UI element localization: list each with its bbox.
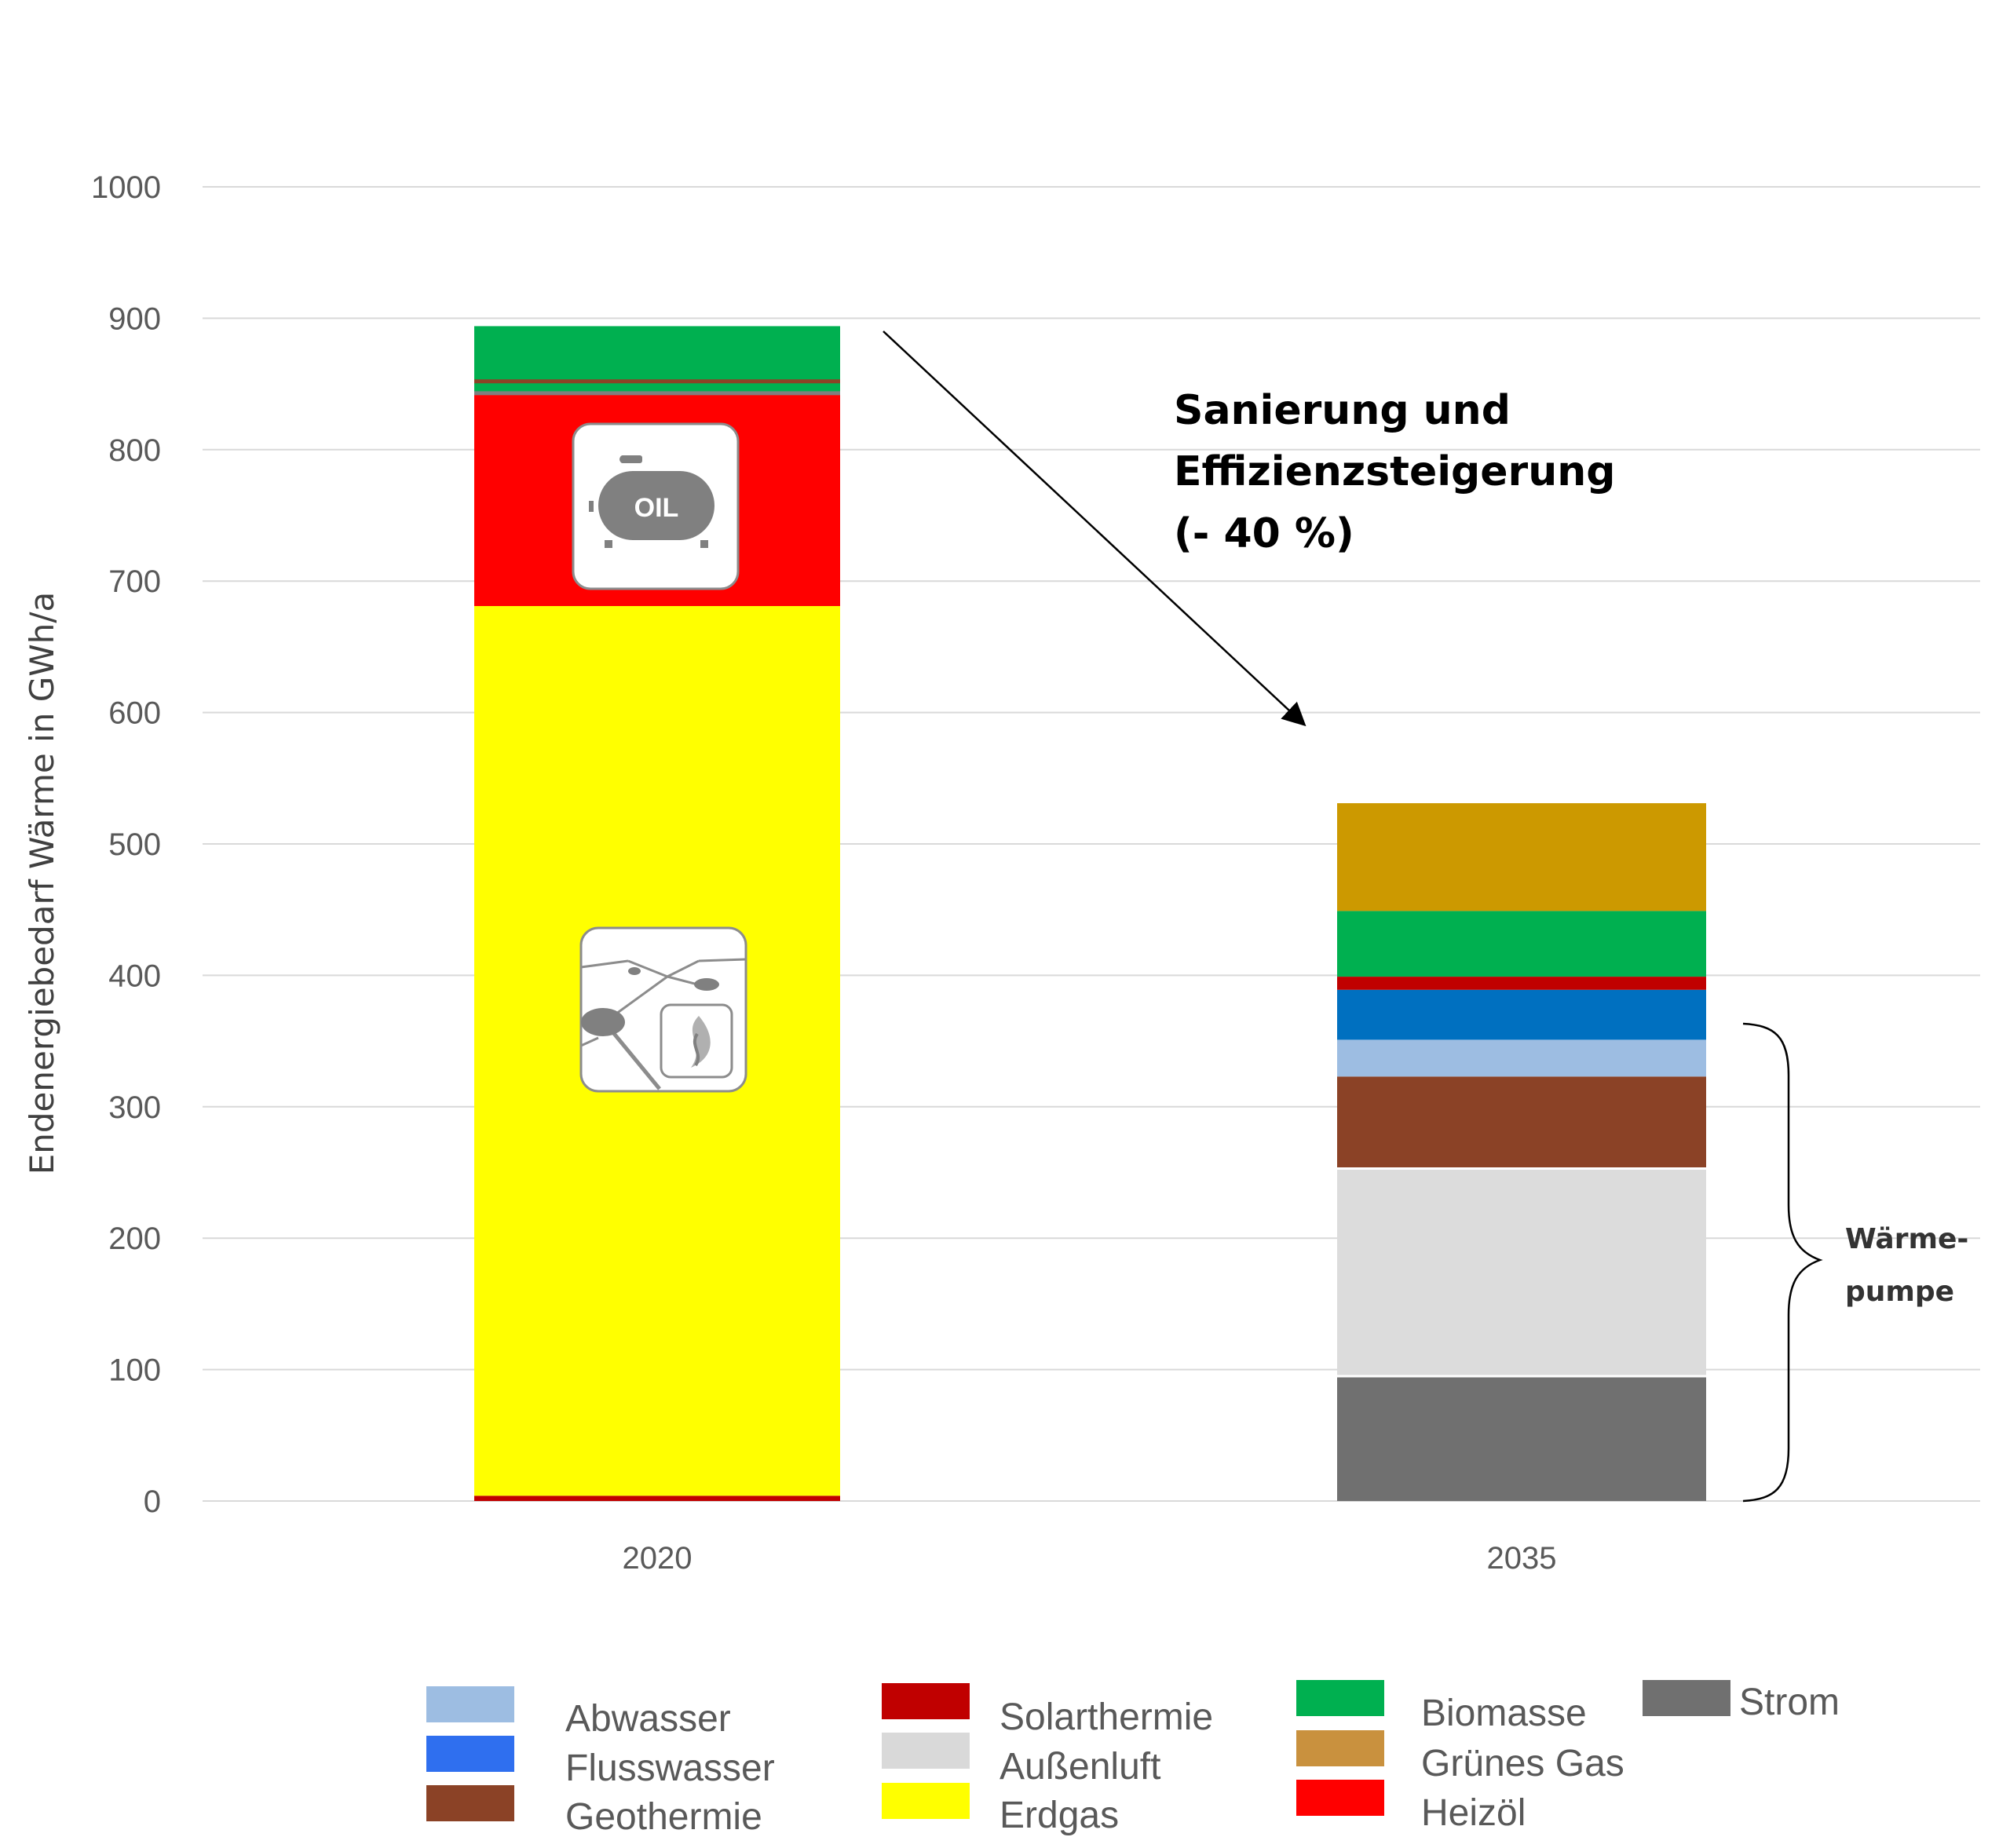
bar-segment-2035-solarthermie bbox=[1337, 977, 1706, 990]
legend-swatch bbox=[426, 1736, 514, 1772]
legend-label: Biomasse bbox=[1421, 1693, 1587, 1734]
legend-label: Erdgas bbox=[1000, 1795, 1119, 1836]
legend: Abwasser Flusswasser Geothermie Solarthermi… bbox=[426, 1680, 1840, 1838]
y-tick-label: 700 bbox=[108, 564, 161, 599]
y-tick-label: 200 bbox=[108, 1222, 161, 1256]
bar-segment-2035-abwasser bbox=[1337, 1039, 1706, 1077]
y-tick-label: 300 bbox=[108, 1090, 161, 1125]
legend-swatch bbox=[1296, 1780, 1384, 1816]
legend-swatch bbox=[1643, 1680, 1730, 1716]
bar-segment-2035-grünes-gas bbox=[1337, 803, 1706, 911]
legend-swatch bbox=[882, 1783, 970, 1819]
y-axis-label: Endenergiebedarf Wärme in GWh/a bbox=[23, 592, 61, 1175]
y-tick-label: 1000 bbox=[91, 170, 161, 205]
bar-segment-2035-strom bbox=[1337, 1375, 1706, 1501]
oil-tank-icon: OIL bbox=[572, 422, 740, 590]
legend-swatch bbox=[426, 1785, 514, 1821]
grid-lines bbox=[203, 186, 1980, 1502]
y-tick-label: 900 bbox=[108, 301, 161, 336]
legend-label: Heizöl bbox=[1421, 1792, 1526, 1834]
legend-label: Strom bbox=[1739, 1682, 1840, 1723]
legend-swatch bbox=[426, 1686, 514, 1722]
reduction-arrow bbox=[883, 331, 1306, 727]
legend-label: Abwasser bbox=[565, 1698, 731, 1740]
y-tick-label: 100 bbox=[108, 1353, 161, 1388]
legend-swatch bbox=[882, 1733, 970, 1769]
bar-segment-2035-biomasse bbox=[1337, 911, 1706, 977]
bar-segment-2035-außenluft bbox=[1337, 1168, 1706, 1376]
legend-swatch bbox=[1296, 1730, 1384, 1766]
x-category-label: 2035 bbox=[1487, 1541, 1557, 1576]
y-tick-label: 800 bbox=[108, 433, 161, 468]
arrow-label-line-1: Sanierung und bbox=[1174, 387, 1511, 434]
legend-label: Flusswasser bbox=[565, 1748, 775, 1789]
brace-label-line-1: Wärme- bbox=[1845, 1223, 1968, 1255]
gas-network-icon bbox=[579, 926, 747, 1093]
heat-pump-brace bbox=[1742, 1022, 1823, 1503]
x-category-label: 2020 bbox=[623, 1541, 693, 1576]
x-axis-categories: 2020 2035 bbox=[623, 1541, 1557, 1576]
bar-segment-2020-solarthermie bbox=[474, 1496, 840, 1501]
arrow-label-line-3: (- 40 %) bbox=[1174, 510, 1354, 557]
bar-segment-2035-flusswasser bbox=[1337, 989, 1706, 1040]
bar-segment-2035-geothermie bbox=[1337, 1076, 1706, 1169]
legend-label: Außenluft bbox=[1000, 1746, 1160, 1788]
y-tick-label: 400 bbox=[108, 959, 161, 993]
arrow-label-line-2: Effizienzsteigerung bbox=[1174, 448, 1615, 495]
y-tick-label: 500 bbox=[108, 827, 161, 862]
legend-label: Grünes Gas bbox=[1421, 1743, 1624, 1784]
legend-swatch bbox=[1296, 1680, 1384, 1716]
svg-text:OIL: OIL bbox=[634, 493, 679, 523]
y-tick-label: 0 bbox=[144, 1485, 161, 1519]
legend-label: Solarthermie bbox=[1000, 1696, 1213, 1738]
legend-label: Geothermie bbox=[565, 1796, 762, 1838]
y-axis-ticks: 0 100 200 300 400 500 600 700 800 900 1000 bbox=[91, 170, 161, 1519]
y-tick-label: 600 bbox=[108, 696, 161, 731]
brace-label-line-2: pumpe bbox=[1845, 1276, 1954, 1308]
legend-swatch bbox=[882, 1683, 970, 1719]
